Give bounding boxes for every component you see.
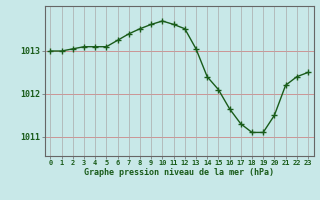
X-axis label: Graphe pression niveau de la mer (hPa): Graphe pression niveau de la mer (hPa)	[84, 168, 274, 177]
